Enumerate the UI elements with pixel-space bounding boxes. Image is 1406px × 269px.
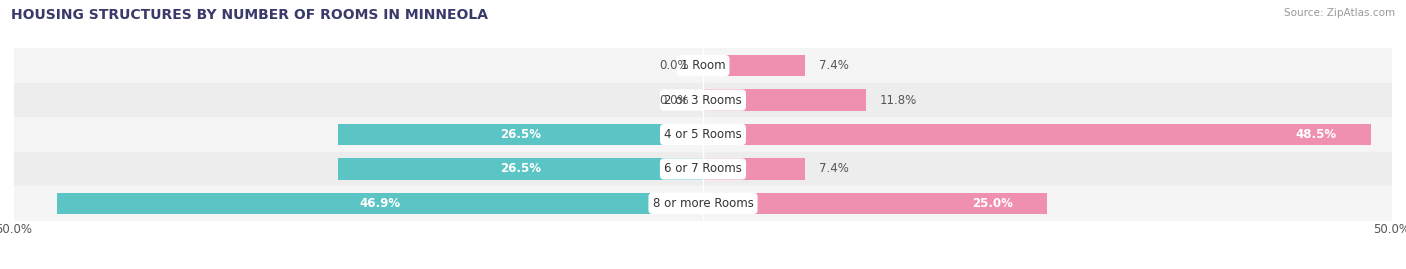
- Bar: [703, 89, 866, 111]
- Bar: [337, 158, 703, 180]
- Text: 11.8%: 11.8%: [879, 94, 917, 107]
- Bar: [14, 152, 1392, 186]
- Bar: [703, 55, 806, 76]
- Bar: [56, 193, 703, 214]
- Text: 26.5%: 26.5%: [501, 128, 541, 141]
- Bar: [14, 83, 1392, 117]
- Text: 26.5%: 26.5%: [501, 162, 541, 175]
- Bar: [14, 117, 1392, 152]
- Text: 48.5%: 48.5%: [1296, 128, 1337, 141]
- Text: 25.0%: 25.0%: [972, 197, 1012, 210]
- Bar: [337, 124, 703, 145]
- Bar: [703, 158, 806, 180]
- Text: 0.0%: 0.0%: [659, 59, 689, 72]
- Text: 1 Room: 1 Room: [681, 59, 725, 72]
- Text: 7.4%: 7.4%: [818, 162, 849, 175]
- Text: 2 or 3 Rooms: 2 or 3 Rooms: [664, 94, 742, 107]
- Text: 8 or more Rooms: 8 or more Rooms: [652, 197, 754, 210]
- Text: Source: ZipAtlas.com: Source: ZipAtlas.com: [1284, 8, 1395, 18]
- Text: 7.4%: 7.4%: [818, 59, 849, 72]
- Text: 0.0%: 0.0%: [659, 94, 689, 107]
- Text: 4 or 5 Rooms: 4 or 5 Rooms: [664, 128, 742, 141]
- Text: 6 or 7 Rooms: 6 or 7 Rooms: [664, 162, 742, 175]
- Bar: [14, 48, 1392, 83]
- Text: HOUSING STRUCTURES BY NUMBER OF ROOMS IN MINNEOLA: HOUSING STRUCTURES BY NUMBER OF ROOMS IN…: [11, 8, 488, 22]
- Bar: [703, 193, 1047, 214]
- Bar: [14, 186, 1392, 221]
- Bar: [703, 124, 1371, 145]
- Text: 46.9%: 46.9%: [360, 197, 401, 210]
